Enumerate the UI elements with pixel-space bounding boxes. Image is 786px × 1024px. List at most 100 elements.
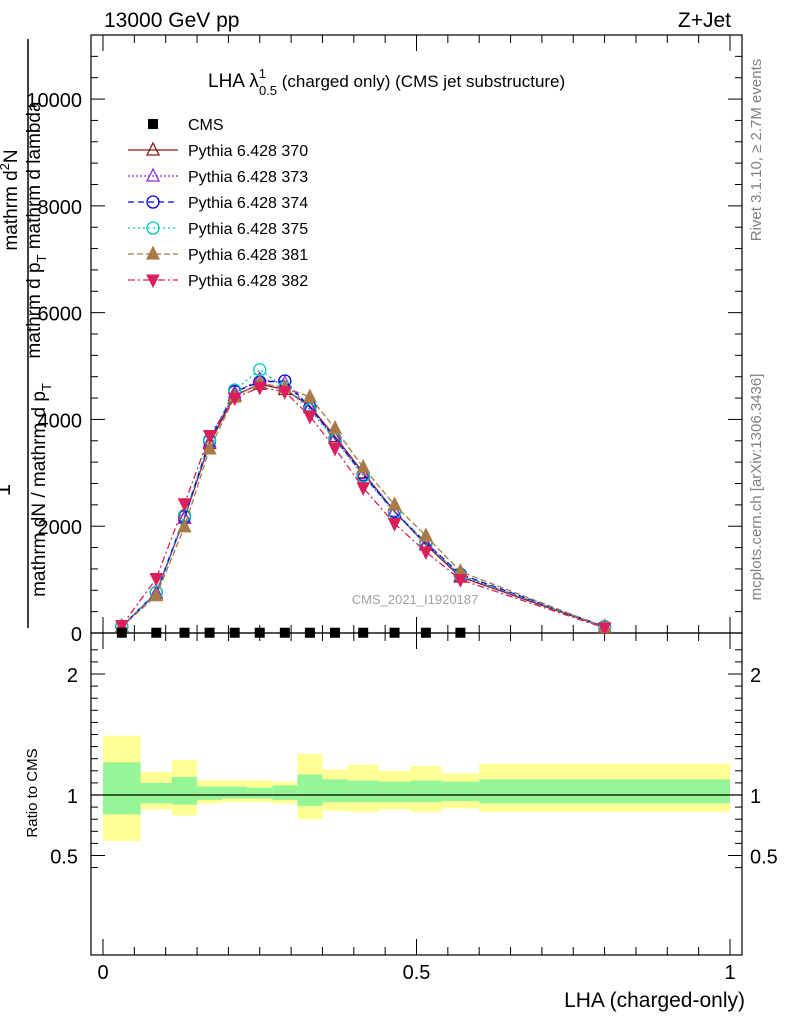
legend-label-pythia-6-428-373: Pythia 6.428 373 [188,169,308,186]
xtick-label-2: 1 [724,962,735,984]
ratio-y-axis-label: Ratio to CMS [24,748,41,837]
series-point-pythia-6-428-381 [302,388,317,403]
series-point-cms [420,627,431,638]
legend-label-pythia-6-428-370: Pythia 6.428 370 [188,143,308,160]
mcplots-credit-label: mcplots.cern.ch [arXiv:1306.3436] [748,374,765,601]
ratio-inner-band-9 [347,780,379,803]
ratio-ytick-label-left-0: 0.5 [50,847,78,869]
ratio-inner-band-4 [222,786,248,799]
legend-label-pythia-6-428-374: Pythia 6.428 374 [188,195,308,212]
ratio-inner-band-1 [140,782,172,804]
legend-marker-pythia-6-428-382 [146,274,160,289]
ratio-inner-band-6 [272,785,298,800]
series-point-pythia-6-428-381 [418,527,433,542]
y-label-one: 1 [0,484,15,496]
series-point-pythia-6-428-382 [453,574,468,588]
series-point-cms [179,627,190,638]
ratio-ytick-label-left-2: 2 [67,665,78,687]
legend-marker-cms [148,119,158,129]
ratio-inner-band-13 [479,779,730,804]
ratio-inner-band-8 [322,779,348,803]
series-point-cms [279,627,290,638]
series-point-pythia-6-428-382 [227,392,242,407]
series-point-pythia-6-428-381 [177,518,192,533]
series-point-pythia-6-428-375 [253,363,267,377]
series-line-pythia-6-428-374 [121,380,605,628]
series-point-pythia-6-428-382 [252,381,267,396]
ratio-ytick-label-right-0: 0.5 [750,847,778,869]
y-label-denominator: mathrm dN / mathrm d pT [29,383,54,597]
series-point-pythia-6-428-381 [149,587,164,602]
main-ytick-label-3: 6000 [38,304,83,326]
xtick-label-1: 0.5 [403,962,431,984]
ratio-inner-band-12 [441,781,480,802]
legend-label-cms: CMS [188,117,224,134]
main-ytick-label-0: 0 [71,624,82,646]
legend-marker-pythia-6-428-381 [145,245,161,260]
series-point-pythia-6-428-382 [328,442,342,457]
main-series [114,363,612,638]
ratio-inner-band-2 [171,776,198,805]
series-point-cms [229,627,240,638]
legend-marker-pythia-6-428-373 [145,167,161,182]
series-point-cms [304,627,315,638]
legend-marker-pythia-6-428-374 [146,195,160,209]
ratio-inner-band-5 [247,787,273,799]
header-process-label: Z+Jet [678,9,731,32]
ratio-inner-band-11 [410,780,442,803]
series-line-pythia-6-428-375 [121,368,605,628]
series-line-pythia-6-428-370 [121,383,605,628]
series-point-pythia-6-428-382 [387,518,402,532]
analysis-watermark: CMS_2021_I1920187 [352,592,479,607]
series-point-pythia-6-428-381 [327,420,343,435]
main-ytick-label-4: 8000 [38,197,83,219]
series-point-cms [151,627,162,638]
x-axis-label: LHA (charged-only) [564,989,745,1012]
ratio-inner-band-0 [103,762,141,815]
ratio-ytick-label-right-1: 1 [750,786,761,808]
legend: CMS Pythia 6.428 370 Pythia 6.428 373 Pythi… [128,117,308,290]
y-label-numerator-line1: mathrm d2N [0,149,22,250]
series-point-cms [389,627,400,638]
series-point-cms [254,627,265,638]
legend-label-pythia-6-428-375: Pythia 6.428 375 [188,221,308,238]
main-axes: 0 2000 4000 6000 8000 10000 [26,55,742,646]
series-point-pythia-6-428-381 [356,459,371,474]
ratio-inner-band-10 [378,781,411,803]
ratio-inner-band-7 [297,774,323,806]
series-line-pythia-6-428-373 [121,378,605,628]
ratio-uncertainty-bands [91,735,742,841]
ratio-inner-band-3 [197,786,223,800]
series-point-pythia-6-428-382 [278,386,292,400]
ratio-axes: 0.5 0.5 1 1 2 2 0 0.5 1 [50,35,778,984]
series-point-pythia-6-428-382 [419,546,433,560]
main-ytick-label-2: 4000 [38,410,83,432]
ratio-ytick-label-left-1: 1 [67,786,78,808]
series-point-cms [204,627,215,638]
series-point-pythia-6-428-382 [177,498,192,512]
series-point-pythia-6-428-381 [387,496,402,511]
series-point-pythia-6-428-382 [202,429,217,444]
series-line-pythia-6-428-381 [121,382,605,628]
main-ytick-label-1: 2000 [38,517,83,539]
series-point-cms [329,627,340,638]
xtick-label-0: 0 [97,962,108,984]
legend-marker-pythia-6-428-375 [146,221,160,235]
series-point-pythia-6-428-382 [115,620,129,634]
legend-label-pythia-6-428-382: Pythia 6.428 382 [188,273,308,290]
series-point-pythia-6-428-381 [202,440,217,455]
legend-marker-pythia-6-428-370 [145,141,161,156]
series-point-cms [358,627,369,638]
series-point-pythia-6-428-382 [303,410,317,425]
legend-label-pythia-6-428-381: Pythia 6.428 381 [188,247,308,264]
plot-title: LHA λ1 0.5 (charged only) (CMS jet substr… [208,66,565,98]
y-label-numerator-line2: mathrm d pT mathrm d lambda [24,101,49,359]
series-point-pythia-6-428-382 [597,622,612,637]
series-point-cms [116,627,127,638]
rivet-version-label: Rivet 3.1.10, ≥ 2.7M events [748,59,765,242]
ratio-ytick-label-right-2: 2 [750,665,761,687]
main-y-axis-label: 1 mathrm dN / mathrm d pT mathrm d2N mat… [0,39,54,628]
series-point-pythia-6-428-382 [356,482,371,496]
header-energy-label: 13000 GeV pp [104,9,239,32]
